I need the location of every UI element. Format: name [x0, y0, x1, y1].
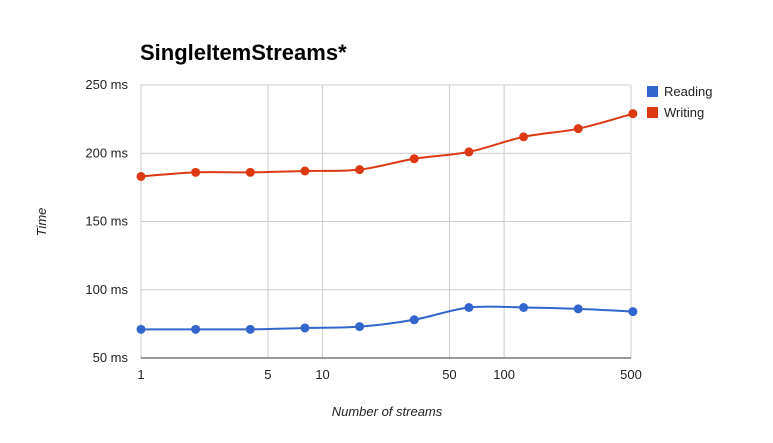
- reading-data-point: [300, 323, 310, 333]
- x-tick-label: 100: [493, 367, 515, 382]
- series-lines: [140, 112, 634, 331]
- writing-data-point: [355, 165, 365, 175]
- chart-title: SingleItemStreams*: [140, 40, 347, 65]
- x-tick-label: 50: [442, 367, 456, 382]
- x-axis-ticks: 1 5 10 50 100 500: [137, 367, 641, 382]
- reading-data-point: [136, 324, 146, 334]
- legend: Reading Writing: [647, 84, 712, 120]
- y-tick-label: 200 ms: [85, 145, 128, 160]
- writing-data-point: [464, 147, 474, 157]
- reading-data-point: [355, 322, 365, 332]
- reading-data-point: [464, 302, 474, 312]
- writing-data-point: [136, 171, 146, 181]
- x-tick-label: 1: [137, 367, 144, 382]
- reading-data-point: [573, 304, 583, 314]
- reading-legend-label: Reading: [664, 84, 712, 99]
- reading-data-point: [519, 302, 529, 312]
- writing-data-point: [300, 166, 310, 176]
- y-axis-ticks: 50 ms 100 ms 150 ms 200 ms 250 ms: [85, 77, 128, 365]
- y-axis-title: Time: [34, 208, 49, 237]
- y-tick-label: 100 ms: [85, 282, 128, 297]
- writing-data-point: [191, 167, 201, 177]
- writing-legend-swatch: [647, 107, 658, 118]
- writing-data-point: [519, 132, 529, 142]
- gridlines: [140, 84, 632, 359]
- y-tick-label: 250 ms: [85, 77, 128, 92]
- reading-data-point: [628, 307, 638, 317]
- x-tick-label: 5: [264, 367, 271, 382]
- writing-series-line: [140, 112, 634, 178]
- writing-data-point: [245, 167, 255, 177]
- writing-data-point: [409, 154, 419, 164]
- writing-data-point: [573, 124, 583, 134]
- reading-data-point: [191, 324, 201, 334]
- x-tick-label: 500: [620, 367, 642, 382]
- reading-series-line: [141, 305, 633, 331]
- reading-legend-swatch: [647, 86, 658, 97]
- x-tick-label: 10: [315, 367, 329, 382]
- y-tick-label: 50 ms: [93, 350, 129, 365]
- y-tick-label: 150 ms: [85, 214, 128, 229]
- writing-data-point: [628, 109, 638, 119]
- series-points: [136, 109, 638, 334]
- reading-data-point: [409, 315, 419, 325]
- reading-data-point: [245, 324, 255, 334]
- writing-legend-label: Writing: [664, 105, 704, 120]
- x-axis-title: Number of streams: [332, 404, 443, 419]
